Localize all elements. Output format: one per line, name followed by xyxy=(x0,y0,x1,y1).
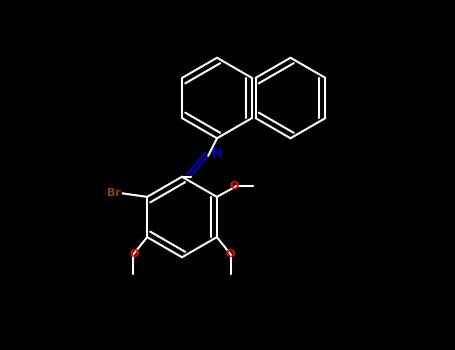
Text: O: O xyxy=(129,248,138,259)
Text: N: N xyxy=(212,147,222,161)
Text: O: O xyxy=(226,248,235,259)
Text: Br: Br xyxy=(107,188,121,198)
Text: O: O xyxy=(230,181,239,191)
